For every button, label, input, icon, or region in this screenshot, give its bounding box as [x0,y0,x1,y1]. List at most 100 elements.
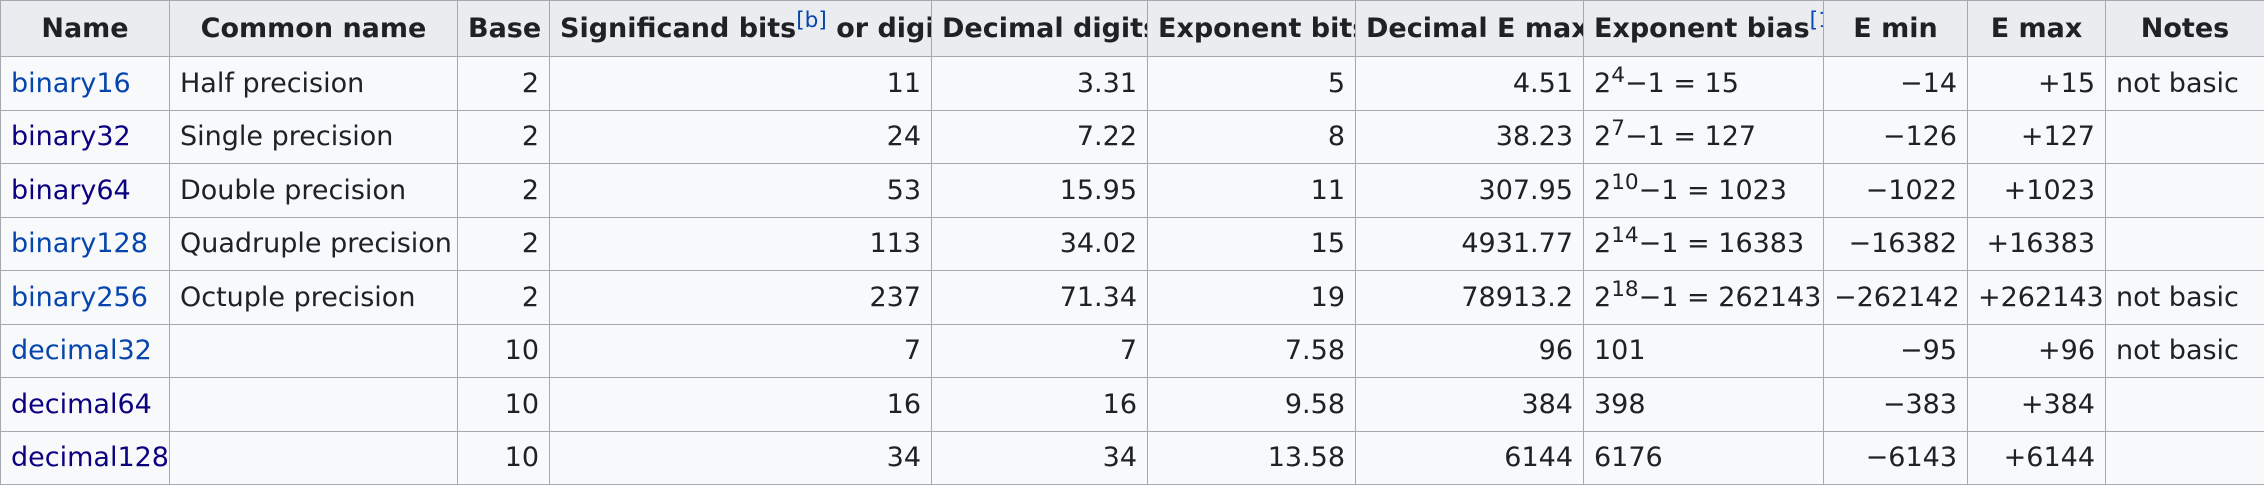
cell-common-name: Double precision [169,163,458,218]
header-notes[interactable]: Notes [2105,0,2264,57]
header-base[interactable]: Base [457,0,550,57]
cell-exponent-bits: 11 [1147,163,1356,218]
cell-e-min: −1022 [1823,163,1968,218]
cell-e-max: +16383 [1967,216,2106,271]
cell-name: decimal128 [0,430,170,485]
cell-e-max: +6144 [1967,430,2106,485]
cell-e-max: +127 [1967,109,2106,164]
cell-decimal-digits: 7.22 [931,109,1148,164]
cell-exponent-bias: 218−1 = 262143 [1583,270,1824,325]
cell-decimal-digits: 7 [931,323,1148,378]
cell-significand: 7 [549,323,932,378]
cell-significand: 237 [549,270,932,325]
cell-significand: 113 [549,216,932,271]
header-decimal-e-max[interactable]: Decimal E max [1355,0,1584,57]
bias-remainder: −1 = 1023 [1638,174,1787,206]
cell-e-min: −6143 [1823,430,1968,485]
footnote-11-ref[interactable]: [11] [1809,8,1823,33]
cell-e-max: +1023 [1967,163,2106,218]
cell-e-min: −383 [1823,377,1968,432]
cell-decimal-digits: 34.02 [931,216,1148,271]
header-significand[interactable]: Significand bits[b] or digits [549,0,932,57]
header-row: Name Common name Base Significand bits[b… [0,0,2264,57]
bias-base: 2 [1594,121,1612,153]
cell-common-name [169,377,458,432]
cell-e-min: −126 [1823,109,1968,164]
cell-common-name [169,430,458,485]
cell-significand: 34 [549,430,932,485]
bias-remainder: −1 = 262143 [1638,281,1822,313]
cell-e-min: −14 [1823,56,1968,111]
header-exponent-bits[interactable]: Exponent bits [1147,0,1356,57]
cell-decimal-e-max: 78913.2 [1355,270,1584,325]
bias-exponent: 18 [1611,276,1639,302]
header-name[interactable]: Name [0,0,170,57]
cell-decimal-digits: 15.95 [931,163,1148,218]
cell-notes [2105,216,2264,271]
cell-significand: 53 [549,163,932,218]
bias-base: 6176 [1594,442,1663,474]
cell-common-name: Quadruple precision [169,216,458,271]
cell-e-max: +15 [1967,56,2106,111]
cell-exponent-bits: 9.58 [1147,377,1356,432]
table-row: binary256 Octuple precision 2 237 71.34 19 789… [0,270,2264,325]
bias-base: 2 [1594,67,1612,99]
cell-common-name: Single precision [169,109,458,164]
format-name-link[interactable]: decimal32 [11,335,152,367]
format-name-link[interactable]: binary256 [11,281,148,313]
cell-base: 10 [457,323,550,378]
cell-e-max: +262143 [1967,270,2106,325]
cell-exponent-bits: 19 [1147,270,1356,325]
cell-exponent-bias: 210−1 = 1023 [1583,163,1824,218]
table-row: decimal64 10 16 16 9.58 384 398 −383 +384 [0,377,2264,432]
format-name-link[interactable]: binary16 [11,67,131,99]
cell-notes [2105,377,2264,432]
header-significand-label: Significand bits [560,13,797,44]
cell-e-max: +384 [1967,377,2106,432]
cell-common-name: Octuple precision [169,270,458,325]
header-e-max[interactable]: E max [1967,0,2106,57]
format-name-link[interactable]: binary128 [11,228,148,260]
cell-name: binary32 [0,109,170,164]
cell-name: decimal32 [0,323,170,378]
format-name-link[interactable]: binary64 [11,174,131,206]
bias-exponent: 7 [1611,116,1625,142]
table-body: binary16 Half precision 2 11 3.31 5 4.51 24−1 =… [0,56,2264,485]
cell-e-min: −262142 [1823,270,1968,325]
header-significand-suffix: or digits [836,13,930,44]
cell-decimal-e-max: 384 [1355,377,1584,432]
cell-exponent-bias: 101 [1583,323,1824,378]
header-decimal-digits[interactable]: Decimal digits [931,0,1148,57]
bias-remainder: −1 = 127 [1624,121,1757,153]
cell-decimal-e-max: 307.95 [1355,163,1584,218]
cell-notes [2105,430,2264,485]
cell-notes: not basic [2105,56,2264,111]
cell-decimal-e-max: 6144 [1355,430,1584,485]
cell-common-name [169,323,458,378]
footnote-b-link[interactable]: [b] [796,8,827,33]
bias-base: 2 [1594,228,1612,260]
table-row: binary128 Quadruple precision 2 113 34.02 15 4… [0,216,2264,271]
bias-remainder: −1 = 15 [1624,67,1739,99]
bias-base: 2 [1594,174,1612,206]
header-e-min[interactable]: E min [1823,0,1968,57]
cell-decimal-digits: 3.31 [931,56,1148,111]
cell-decimal-e-max: 4.51 [1355,56,1584,111]
cell-base: 2 [457,109,550,164]
cell-significand: 24 [549,109,932,164]
footnote-11-link[interactable]: [11] [1809,8,1823,33]
cell-exponent-bits: 8 [1147,109,1356,164]
format-name-link[interactable]: decimal128 [11,442,169,474]
cell-name: decimal64 [0,377,170,432]
header-exponent-bias[interactable]: Exponent bias[11] [1583,0,1824,57]
cell-exponent-bias: 27−1 = 127 [1583,109,1824,164]
header-common-name[interactable]: Common name [169,0,458,57]
cell-notes [2105,109,2264,164]
cell-significand: 16 [549,377,932,432]
footnote-b-ref[interactable]: [b] [796,8,827,33]
format-name-link[interactable]: decimal64 [11,388,152,420]
format-name-link[interactable]: binary32 [11,121,131,153]
cell-base: 10 [457,430,550,485]
cell-exponent-bias: 24−1 = 15 [1583,56,1824,111]
